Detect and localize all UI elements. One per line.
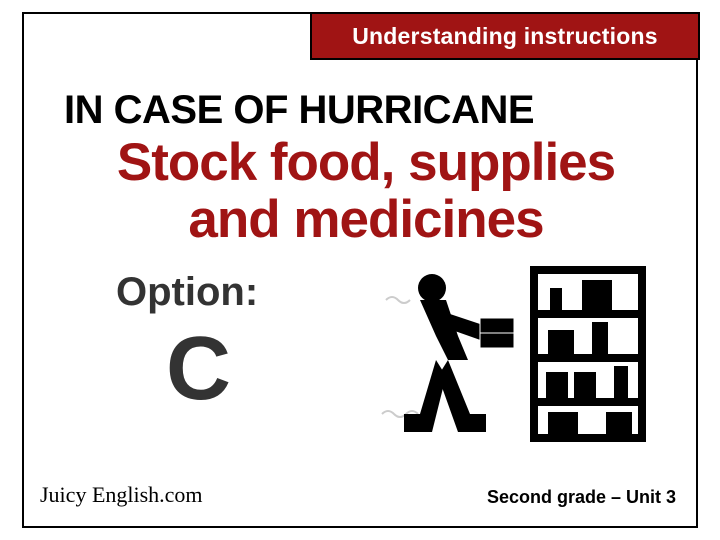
banner-label: Understanding instructions xyxy=(352,23,658,50)
footer-unit: Second grade – Unit 3 xyxy=(487,487,676,508)
option-label: Option: xyxy=(116,270,258,315)
page-heading: IN CASE OF HURRICANE xyxy=(64,88,534,133)
stocking-shelves-graphic xyxy=(374,264,654,444)
banner: Understanding instructions xyxy=(310,12,700,60)
stocking-shelves-icon xyxy=(374,264,654,444)
footer-brand: Juicy English.com xyxy=(40,482,203,508)
slide-frame: Understanding instructions IN CASE OF HU… xyxy=(22,12,698,528)
option-letter: C xyxy=(166,324,231,414)
page-subheading: Stock food, supplies and medicines xyxy=(66,134,666,248)
